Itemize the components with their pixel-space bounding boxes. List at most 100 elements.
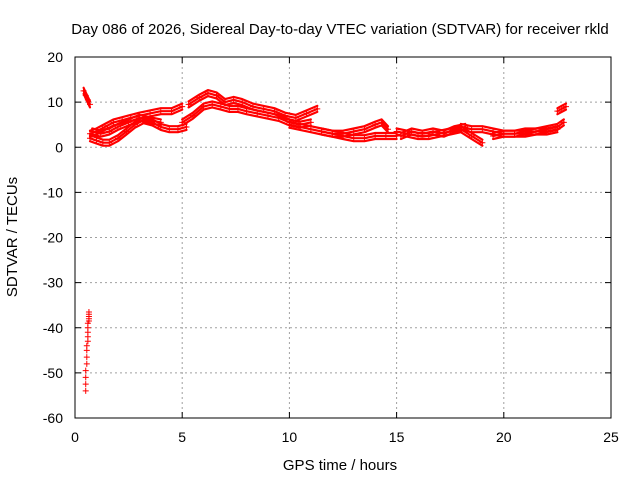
data-point: [307, 126, 314, 133]
data-point: [99, 139, 106, 146]
data-point: [361, 135, 368, 142]
data-point: [511, 130, 518, 137]
series-sat-h: [318, 118, 392, 138]
data-point: [562, 103, 569, 110]
data-point: [82, 374, 89, 381]
data-point: [451, 126, 458, 133]
data-point: [230, 96, 237, 103]
data-point: [393, 128, 400, 135]
data-point: [123, 128, 130, 135]
data-point: [82, 367, 89, 374]
data-point: [136, 114, 143, 121]
data-point: [554, 108, 561, 115]
data-point: [213, 92, 220, 99]
data-point: [82, 92, 89, 99]
data-point: [522, 130, 529, 137]
data-point: [80, 87, 87, 94]
y-axis-tick-labels: 20 10 0 -10 -20 -30 -40 -50 -60: [43, 49, 63, 426]
data-point: [490, 132, 497, 139]
series-trace-band: [187, 94, 319, 123]
data-point: [222, 99, 229, 106]
data-point: [243, 108, 250, 115]
series-sat-f: [185, 88, 321, 123]
data-point: [157, 108, 164, 115]
data-point: [468, 132, 475, 139]
data-point: [125, 119, 132, 126]
data-point: [350, 135, 357, 142]
chart-title: Day 086 of 2026, Sidereal Day-to-day VTE…: [71, 21, 608, 38]
x-tick-label: 25: [603, 429, 619, 445]
data-point: [397, 132, 404, 139]
y-tick-label: 20: [47, 49, 63, 65]
data-point: [271, 108, 278, 115]
data-point: [479, 139, 486, 146]
x-tick-label: 0: [71, 429, 79, 445]
data-point: [200, 103, 207, 110]
data-point: [532, 128, 539, 135]
data-point: [303, 110, 310, 117]
data-point: [174, 126, 181, 133]
data-point: [114, 135, 121, 142]
data-point: [292, 114, 299, 121]
data-point: [314, 105, 321, 112]
data-point: [83, 342, 90, 349]
data-point: [329, 130, 336, 137]
data-point: [87, 135, 94, 142]
series-sat-l: [490, 125, 561, 141]
x-tick-label: 20: [496, 429, 512, 445]
data-point: [307, 119, 314, 126]
data-point: [558, 105, 565, 112]
series-trace-band: [320, 118, 390, 132]
x-axis-label: GPS time / hours: [283, 457, 397, 474]
y-axis-label: SDTVAR / TECUs: [4, 177, 21, 297]
data-series: [80, 86, 569, 394]
data-point: [93, 137, 100, 144]
data-point: [385, 126, 392, 133]
y-tick-label: -20: [43, 230, 63, 246]
series-trace-band: [82, 86, 92, 103]
series-outliers: [82, 308, 92, 394]
data-point: [226, 105, 233, 112]
data-point: [468, 126, 475, 133]
series-trace-band: [187, 88, 319, 117]
y-tick-label: 0: [55, 139, 63, 155]
x-axis-tick-labels: 0 5 10 15 20 25: [71, 429, 619, 445]
series-trace-band: [82, 92, 92, 109]
data-point: [372, 121, 379, 128]
data-point: [440, 130, 447, 137]
data-point: [84, 96, 91, 103]
data-point: [106, 128, 113, 135]
data-point: [217, 103, 224, 110]
data-point: [97, 130, 104, 137]
y-tick-label: -10: [43, 184, 63, 200]
data-point: [185, 101, 192, 108]
y-tick-label: -30: [43, 275, 63, 291]
data-point: [479, 126, 486, 133]
data-point: [204, 90, 211, 97]
x-tick-label: 10: [282, 429, 298, 445]
data-point: [168, 108, 175, 115]
data-point: [249, 103, 256, 110]
data-point: [260, 105, 267, 112]
x-tick-label: 15: [389, 429, 405, 445]
data-point: [286, 121, 293, 128]
data-point: [297, 123, 304, 130]
data-point: [554, 126, 561, 133]
data-point: [147, 110, 154, 117]
series-sat-d: [89, 113, 164, 138]
data-point: [209, 101, 216, 108]
data-point: [419, 130, 426, 137]
data-point: [166, 126, 173, 133]
data-point: [408, 128, 415, 135]
series-trace-band: [91, 119, 162, 138]
data-point: [361, 126, 368, 133]
data-point: [196, 94, 203, 101]
data-point: [82, 381, 89, 388]
data-point: [543, 128, 550, 135]
series-sat-a: [80, 86, 94, 109]
data-point: [157, 119, 164, 126]
series-trace-band: [288, 126, 398, 143]
data-point: [457, 123, 464, 130]
data-point: [560, 119, 567, 126]
